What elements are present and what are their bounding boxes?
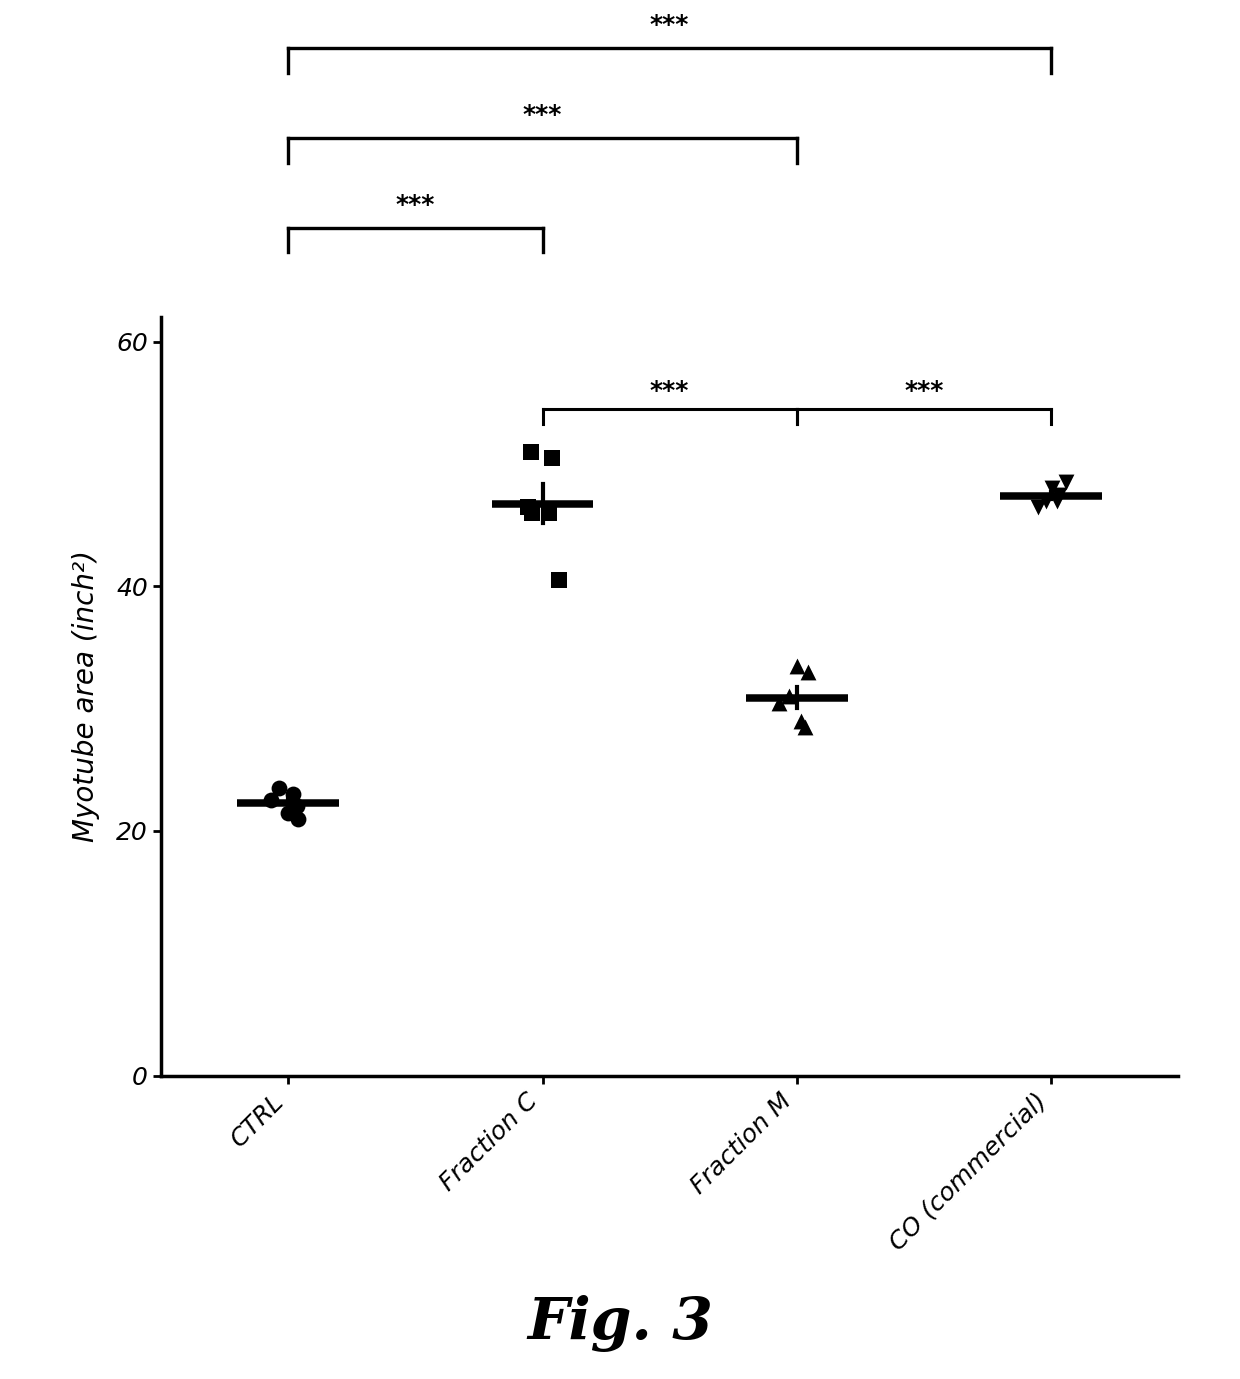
Point (1047, 490, 1066, 512)
Point (1037, 490, 1056, 512)
Point (262, 789, 281, 811)
Point (1049, 484, 1069, 506)
Text: ***: *** (650, 14, 689, 37)
Text: ***: *** (904, 379, 944, 403)
Point (1043, 477, 1063, 499)
Point (288, 808, 308, 830)
Text: ***: *** (523, 103, 562, 127)
Point (797, 661, 817, 683)
Point (787, 655, 807, 677)
Point (522, 502, 542, 524)
Point (278, 801, 298, 823)
Point (539, 502, 559, 524)
Point (521, 441, 541, 463)
Text: ***: *** (650, 379, 689, 403)
Point (780, 685, 800, 707)
Point (283, 783, 303, 805)
Point (1055, 472, 1075, 494)
Point (769, 691, 789, 713)
Point (518, 496, 538, 519)
Point (542, 447, 562, 469)
Point (795, 716, 815, 738)
Point (549, 570, 569, 592)
Point (288, 796, 308, 818)
Text: Fig. 3: Fig. 3 (527, 1295, 713, 1353)
Y-axis label: Myotube area (inch²): Myotube area (inch²) (72, 550, 99, 843)
Point (269, 778, 289, 800)
Point (791, 710, 811, 732)
Text: ***: *** (396, 193, 435, 217)
Point (1028, 496, 1048, 519)
